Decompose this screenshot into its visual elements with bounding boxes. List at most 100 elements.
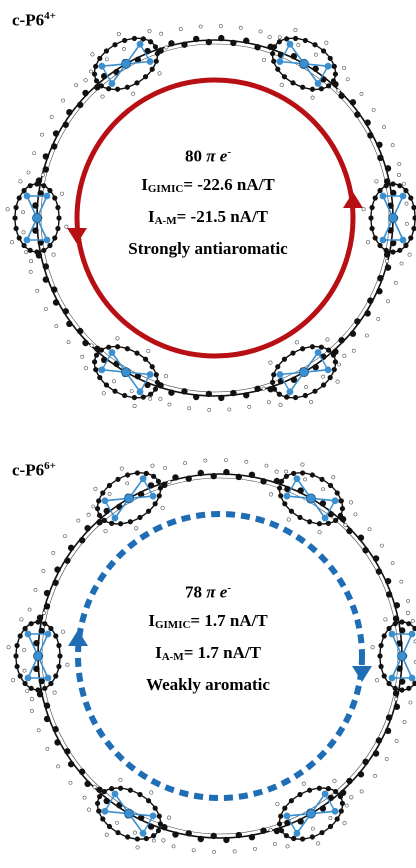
carbon-atom xyxy=(383,247,389,253)
carbon-atom xyxy=(377,242,383,249)
carbon-atom xyxy=(243,37,250,44)
hydrogen-atom xyxy=(115,820,119,825)
carbon-atom xyxy=(21,242,27,249)
carbon-atom xyxy=(325,786,331,792)
carbon-atom xyxy=(309,472,315,478)
carbon-atom xyxy=(32,202,39,209)
hydrogen-atom xyxy=(390,143,395,148)
carbon-atom xyxy=(318,344,324,350)
carbon-atom xyxy=(354,318,361,325)
carbon-atom xyxy=(181,41,188,48)
carbon-atom xyxy=(55,204,61,211)
hydrogen-atom xyxy=(198,24,203,29)
carbon-atom xyxy=(376,141,383,148)
hydrogen-atom xyxy=(5,207,10,212)
carbon-atom xyxy=(349,330,357,337)
carbon-atom xyxy=(56,642,62,649)
carbon-atom xyxy=(52,579,59,586)
hydrogen-atom xyxy=(29,259,34,264)
carbon-atom xyxy=(149,364,155,370)
hydrogen-atom xyxy=(83,78,88,83)
metal-atom xyxy=(33,651,43,661)
hydrogen-atom xyxy=(65,662,70,667)
carbon-atom xyxy=(153,372,159,378)
hydrogen-atom xyxy=(336,88,341,93)
carbon-atom xyxy=(12,215,18,221)
hydrogen-atom xyxy=(191,848,196,853)
carbon-atom xyxy=(331,63,337,70)
hydrogen-atom xyxy=(86,807,91,812)
hydrogen-atom xyxy=(218,24,223,28)
carbon-atom xyxy=(66,320,73,328)
current-arrow-left xyxy=(67,228,87,244)
hydrogen-atom xyxy=(164,374,169,379)
carbon-atom xyxy=(309,344,316,350)
carbon-atom xyxy=(291,835,297,842)
carbon-atom xyxy=(397,183,403,189)
carbon-atom xyxy=(51,286,58,293)
carbon-atom xyxy=(331,366,337,373)
current-arrow-right xyxy=(343,192,363,208)
hydrogen-atom xyxy=(83,366,88,371)
carbon-atom xyxy=(137,491,145,498)
carbon-atom xyxy=(327,55,333,62)
carbon-atom xyxy=(375,737,383,744)
carbon-atom xyxy=(32,227,39,234)
hydrogen-atom xyxy=(100,94,105,99)
carbon-atom xyxy=(42,263,50,270)
hydrogen-atom xyxy=(104,57,109,62)
carbon-atom xyxy=(152,44,159,50)
hydrogen-atom xyxy=(268,492,273,497)
carbon-atom xyxy=(103,797,110,805)
carbon-atom xyxy=(161,481,168,489)
hydrogen-atom xyxy=(203,458,208,463)
carbon-atom xyxy=(148,391,154,397)
carbon-atom xyxy=(82,339,89,347)
hydrogen-atom xyxy=(49,115,54,119)
hydrogen-atom xyxy=(402,181,406,186)
pi-electron-count: 78 π e- xyxy=(185,582,231,602)
carbon-atom xyxy=(284,819,291,827)
hydrogen-atom xyxy=(267,35,272,40)
hydrogen-atom xyxy=(129,389,134,393)
hydrogen-atom xyxy=(402,720,407,725)
carbon-atom xyxy=(320,48,327,54)
hydrogen-atom xyxy=(359,789,364,794)
carbon-atom xyxy=(47,187,53,194)
hydrogen-atom xyxy=(22,648,26,653)
hydrogen-atom xyxy=(321,374,326,379)
carbon-atom xyxy=(276,39,282,45)
carbon-atom xyxy=(109,786,115,792)
carbon-atom xyxy=(392,621,398,627)
carbon-atom xyxy=(103,48,110,54)
hydrogen-atom xyxy=(30,697,35,702)
nitrogen-atom xyxy=(23,192,31,200)
carbon-atom xyxy=(399,627,406,634)
carbon-atom xyxy=(48,625,54,632)
carbon-atom xyxy=(101,517,107,524)
hydrogen-atom xyxy=(407,252,412,257)
carbon-atom xyxy=(320,382,327,388)
carbon-atom xyxy=(153,58,159,64)
current-arrow-right xyxy=(352,666,372,682)
carbon-atom xyxy=(144,381,151,389)
hydrogen-atom xyxy=(25,689,30,693)
carbon-atom xyxy=(57,653,63,659)
hydrogen-atom xyxy=(45,746,50,751)
carbon-atom xyxy=(273,827,281,835)
hydrogen-atom xyxy=(40,132,44,137)
carbon-atom xyxy=(378,642,384,649)
carbon-atom xyxy=(149,66,155,72)
carbon-atom xyxy=(381,673,387,679)
carbon-atom xyxy=(140,36,146,42)
carbon-atom xyxy=(27,183,33,189)
hydrogen-atom xyxy=(321,487,325,492)
carbon-atom xyxy=(210,832,217,840)
carbon-atom xyxy=(260,478,267,485)
carbon-atom xyxy=(172,474,179,481)
porphyrin-unit xyxy=(5,172,69,264)
current-arrow-left xyxy=(68,630,88,646)
carbon-atom xyxy=(21,187,27,194)
carbon-atom xyxy=(210,472,217,480)
carbon-atom xyxy=(100,356,108,364)
